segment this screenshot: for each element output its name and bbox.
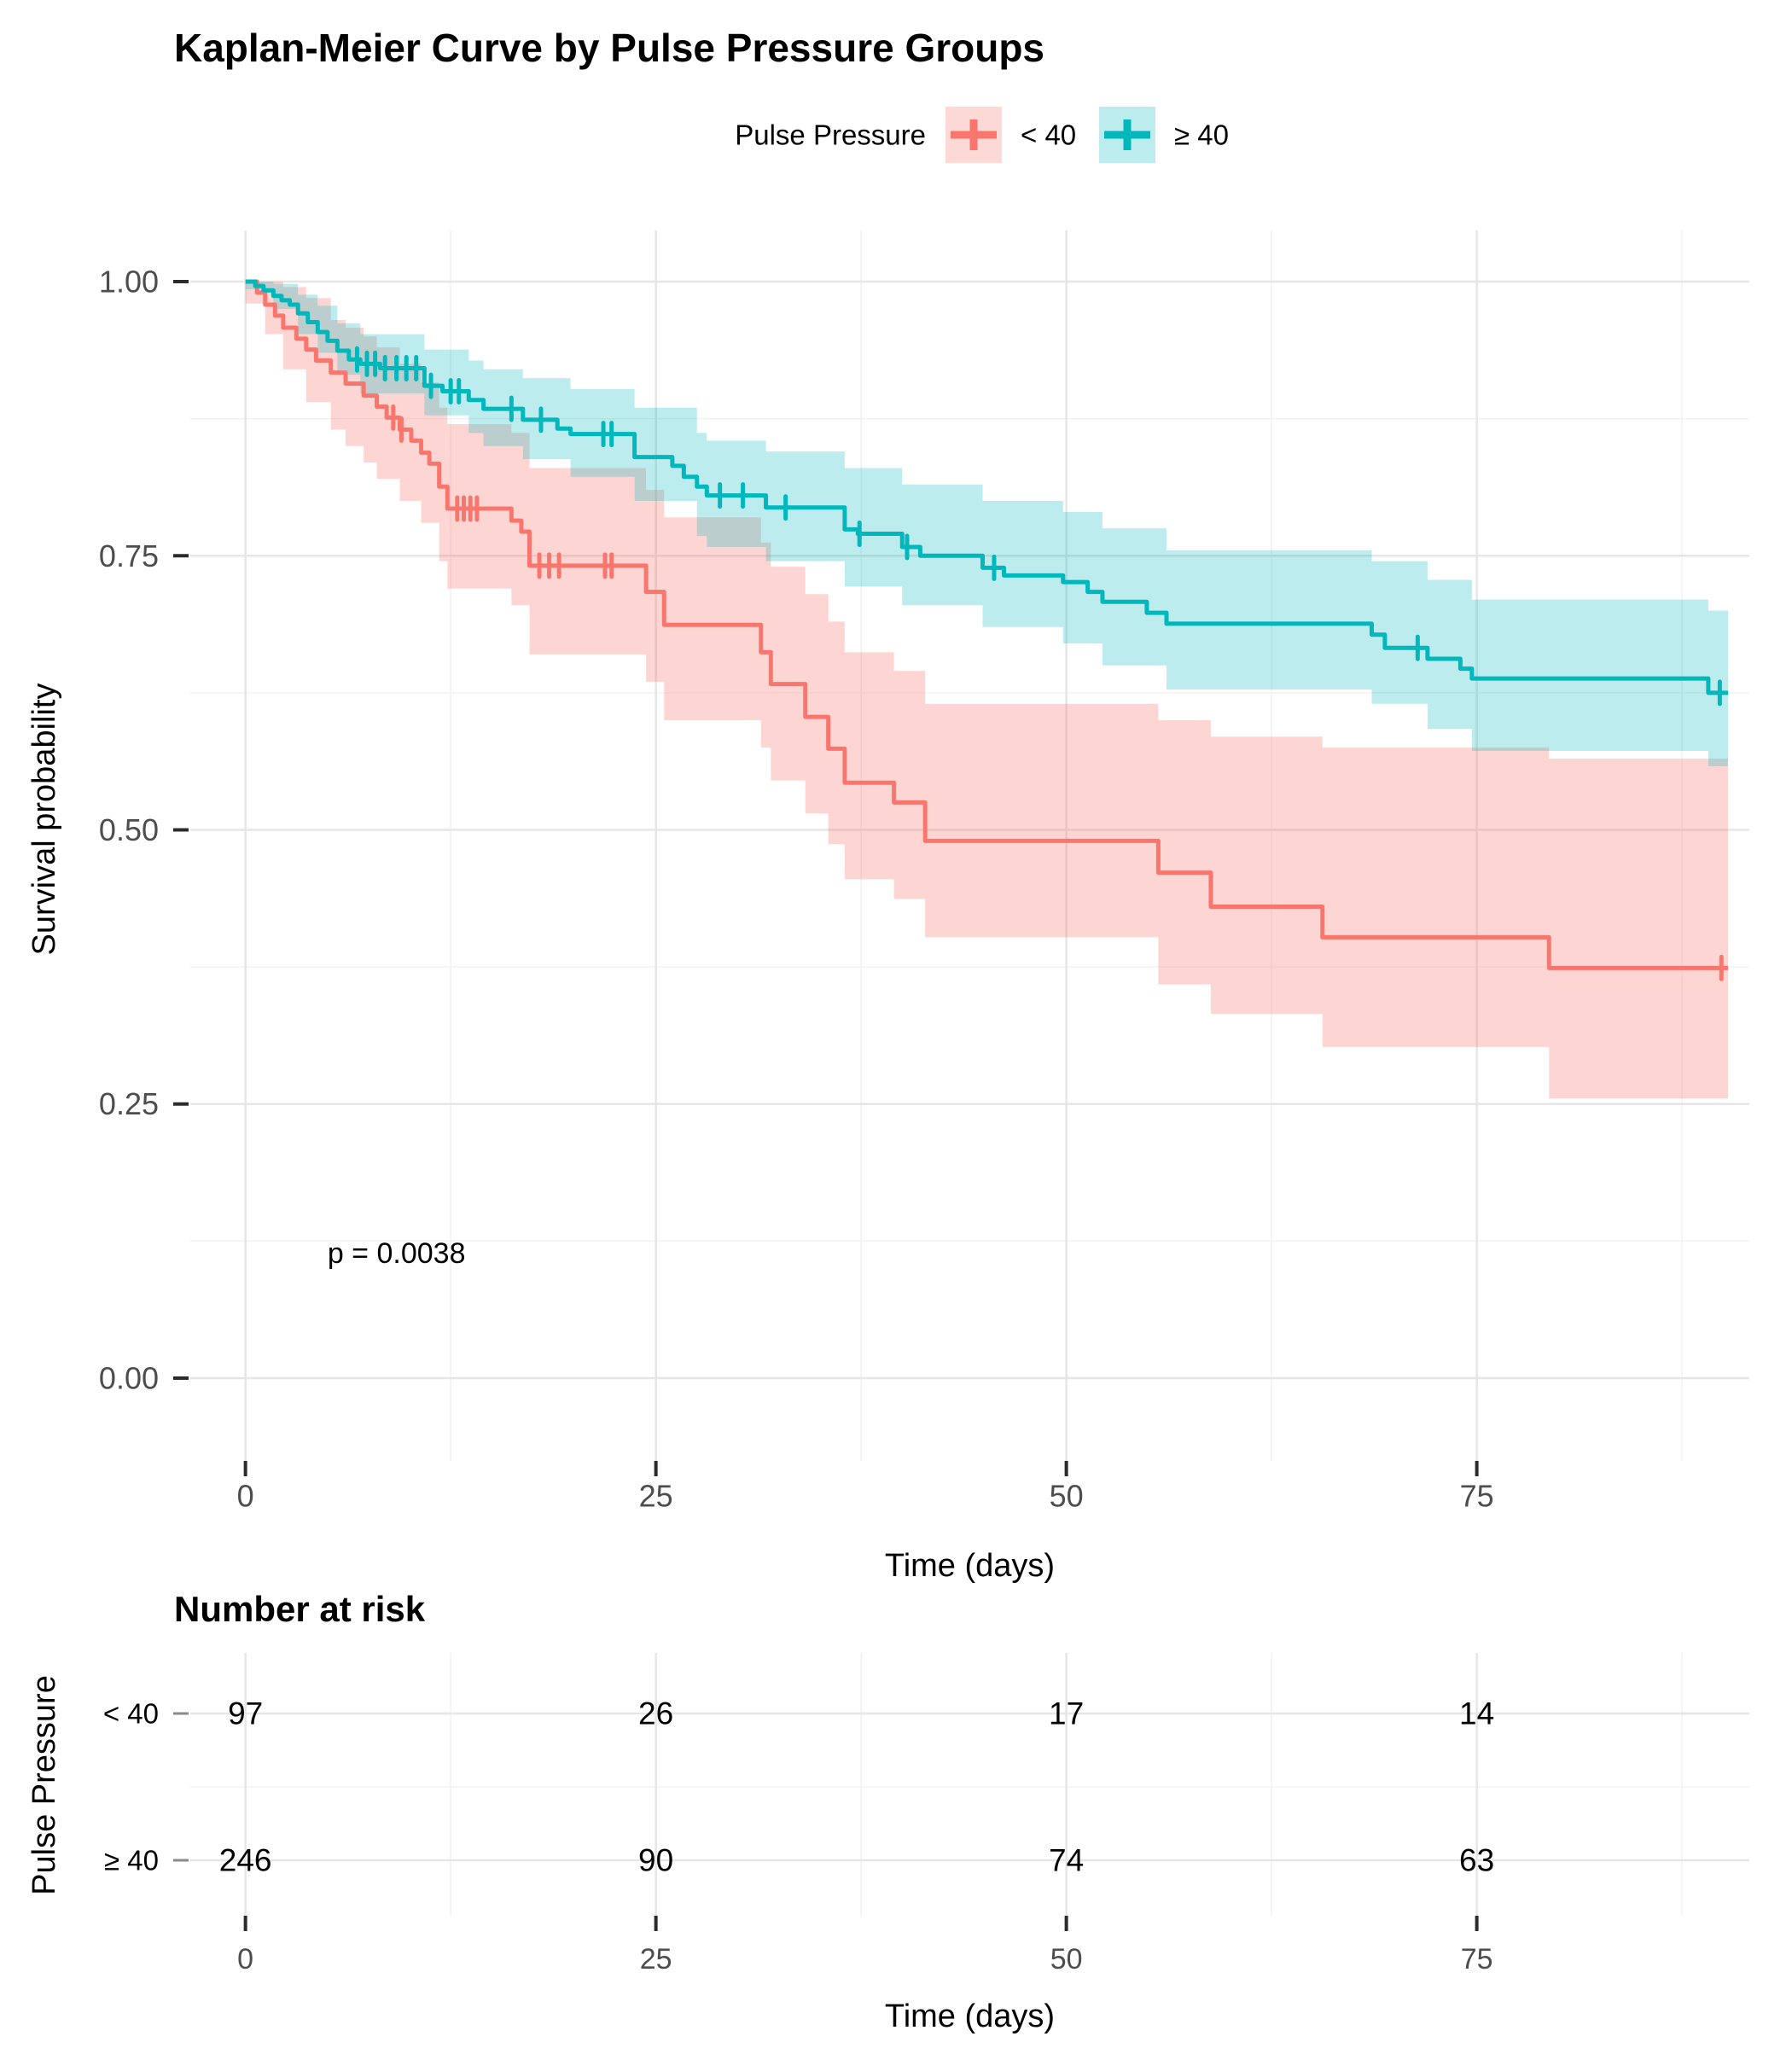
risk-row-label: ≥ 40 xyxy=(104,1845,159,1876)
risk-row-labels: < 40 ≥ 40 xyxy=(103,1698,159,1876)
y-tick-label: 0.00 xyxy=(99,1360,159,1395)
y-tick-label: 0.50 xyxy=(99,812,159,847)
survival-curve-1 xyxy=(245,279,1728,970)
gridlines-minor xyxy=(190,230,1749,1461)
risk-row-label: < 40 xyxy=(103,1698,159,1730)
risk-axis-tick-marks xyxy=(173,1712,1479,1931)
risk-table-title: Number at risk xyxy=(174,1589,426,1629)
legend-title: Pulse Pressure xyxy=(735,119,926,151)
legend-item-label: < 40 xyxy=(1021,119,1076,151)
risk-count: 90 xyxy=(638,1843,673,1878)
risk-gridlines-minor xyxy=(190,1653,1749,1916)
ci-ribbon-1 xyxy=(245,282,1728,1099)
risk-x-tick-label: 50 xyxy=(1050,1943,1083,1975)
survival-step-curves xyxy=(245,279,1728,970)
y-axis-title: Survival probability xyxy=(26,684,62,956)
y-tick-label: 0.25 xyxy=(99,1086,159,1121)
confidence-ribbons xyxy=(245,282,1728,1099)
risk-count: 97 xyxy=(228,1696,263,1731)
risk-x-tick-label: 0 xyxy=(237,1943,253,1975)
risk-x-tick-label: 25 xyxy=(640,1943,672,1975)
axis-tick-labels: 1.00 0.75 0.50 0.25 0.00 0 25 50 75 xyxy=(99,265,1494,1514)
censor-tick-marks xyxy=(354,346,1724,981)
risk-table: Number at risk < 40 ≥ 40 97 26 17 14 246 90 74 6… xyxy=(26,1589,1749,2034)
ci-ribbon-2 xyxy=(245,282,1728,766)
legend: Pulse Pressure < 40 ≥ 40 xyxy=(735,107,1229,163)
axis-tick-marks xyxy=(173,280,1479,1476)
plot-title: Kaplan-Meier Curve by Pulse Pressure Gro… xyxy=(174,26,1044,70)
legend-item-label: ≥ 40 xyxy=(1174,119,1229,151)
x-tick-label: 75 xyxy=(1460,1479,1494,1514)
x-tick-label: 50 xyxy=(1050,1479,1084,1514)
risk-x-tick-label: 75 xyxy=(1461,1943,1493,1975)
risk-gridlines-major xyxy=(190,1653,1749,1916)
risk-count: 14 xyxy=(1459,1696,1494,1731)
risk-count-numbers: 97 26 17 14 246 90 74 63 xyxy=(219,1696,1494,1878)
risk-axis-tick-labels: 0 25 50 75 xyxy=(237,1943,1492,1975)
y-tick-label: 1.00 xyxy=(99,265,159,300)
x-tick-label: 25 xyxy=(639,1479,673,1514)
risk-y-axis-title: Pulse Pressure xyxy=(26,1675,62,1895)
y-tick-label: 0.75 xyxy=(99,538,159,573)
risk-x-axis-title: Time (days) xyxy=(885,1999,1055,2034)
x-tick-label: 0 xyxy=(237,1479,254,1514)
x-axis-title: Time (days) xyxy=(885,1548,1055,1584)
survival-curve-2 xyxy=(245,279,1728,695)
risk-count: 246 xyxy=(219,1843,272,1878)
risk-count: 74 xyxy=(1049,1843,1084,1878)
risk-count: 26 xyxy=(638,1696,673,1731)
p-value-annotation: p = 0.0038 xyxy=(328,1237,466,1270)
risk-count: 17 xyxy=(1049,1696,1084,1731)
risk-count: 63 xyxy=(1459,1843,1494,1878)
